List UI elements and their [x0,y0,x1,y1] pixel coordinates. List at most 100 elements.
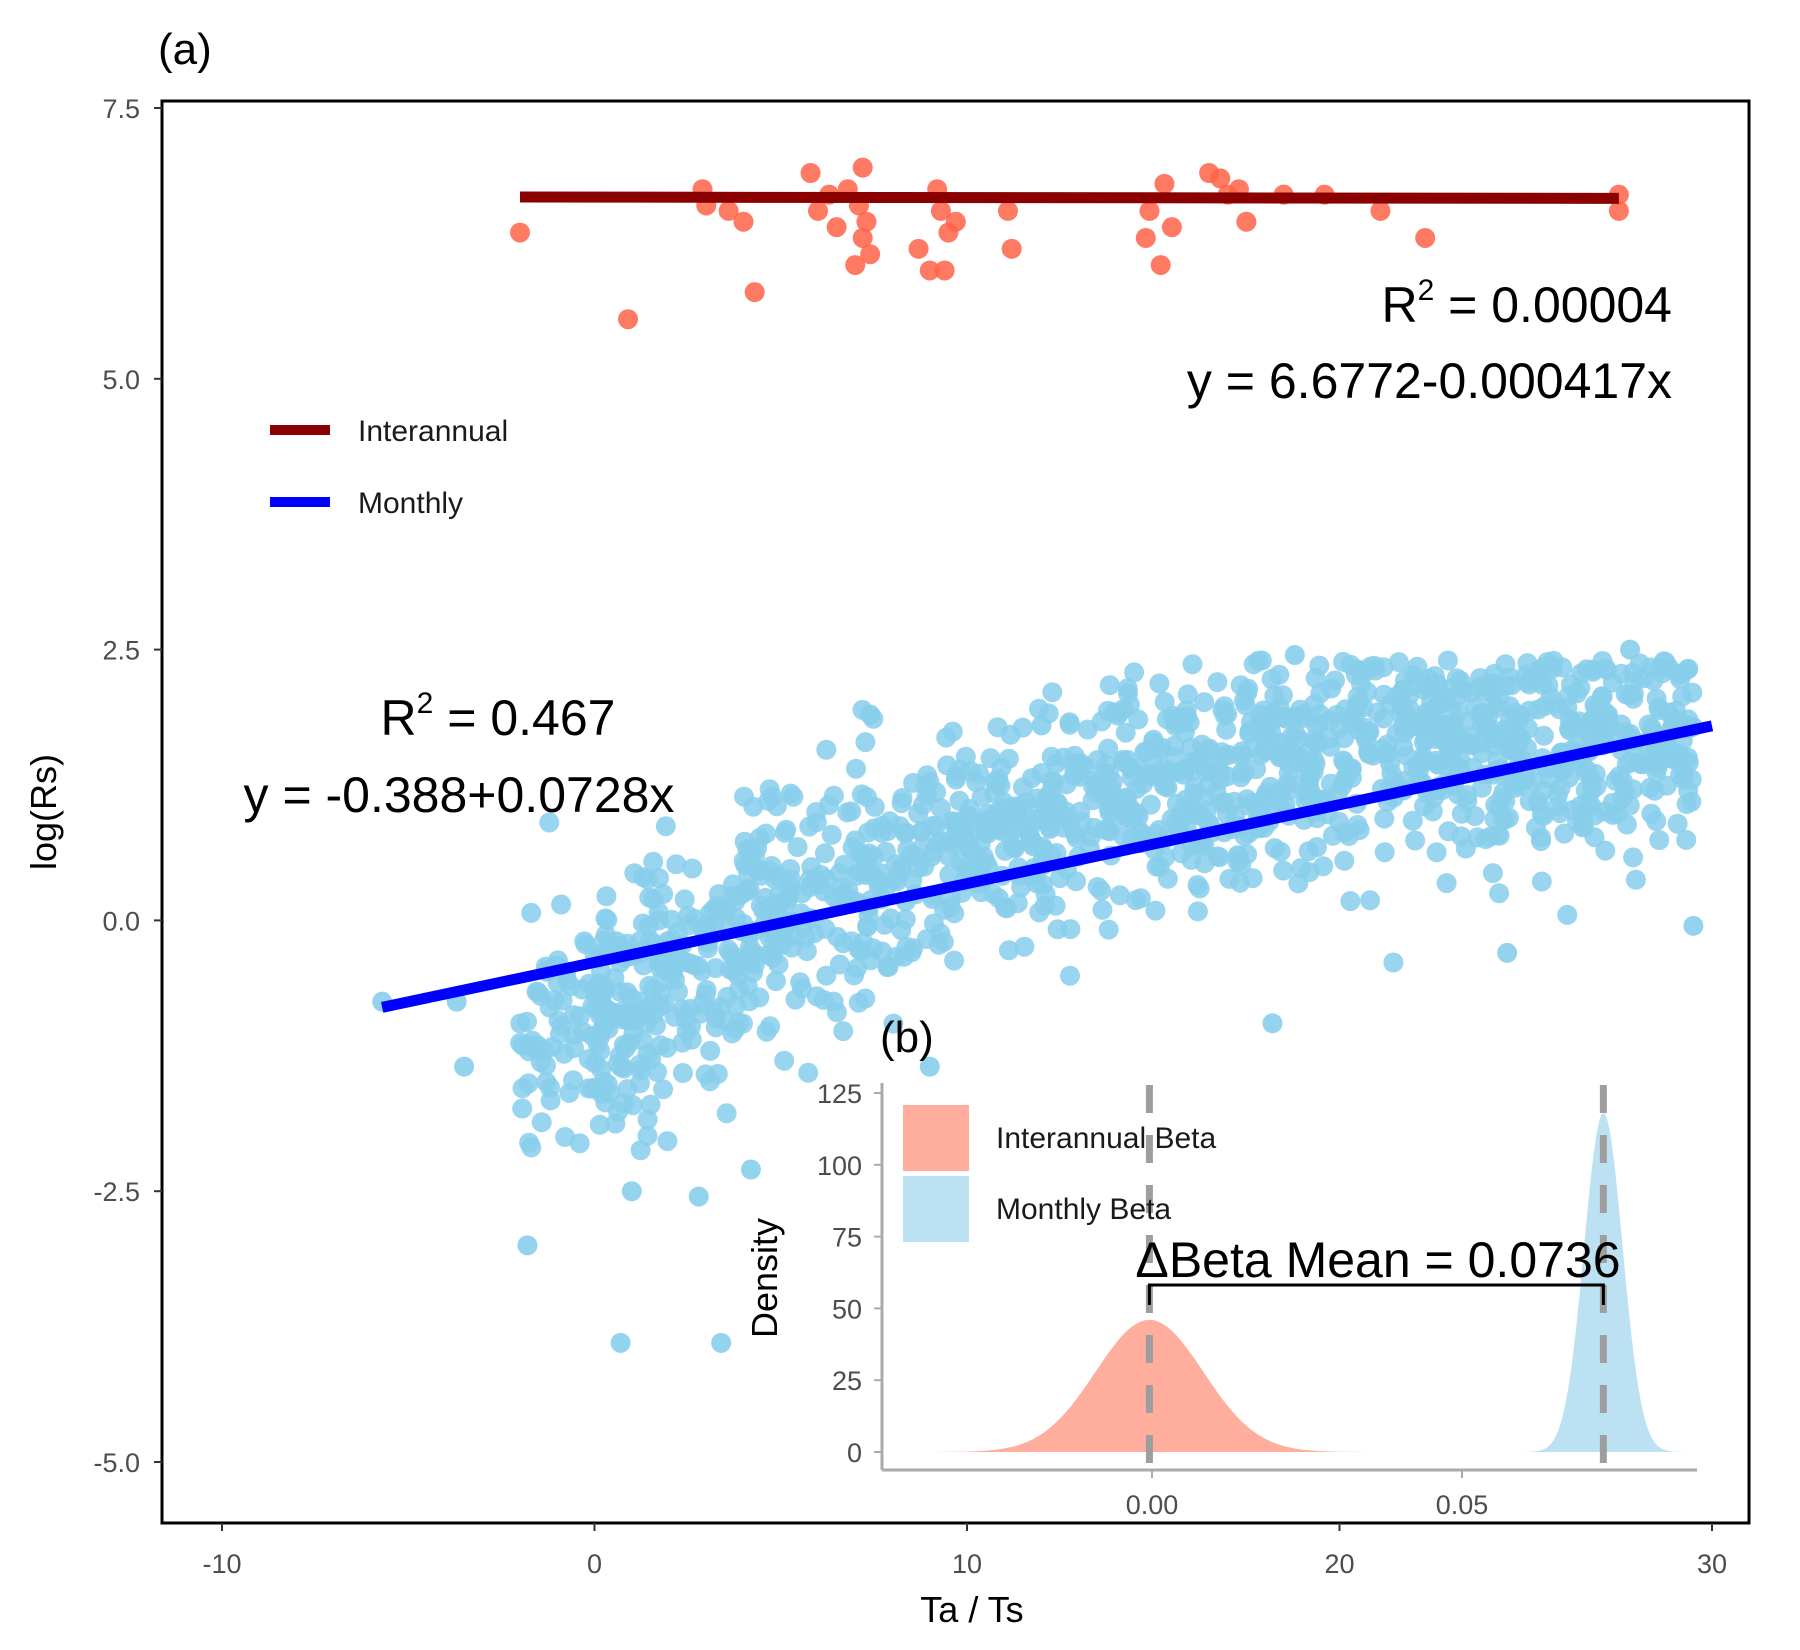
monthly-point [1671,663,1692,684]
monthly-point [723,874,743,895]
monthly-point [1242,868,1263,889]
monthly-point [841,931,862,952]
monthly-point [512,1098,533,1119]
monthly-point [1251,650,1272,671]
monthly-point [643,851,664,872]
monthly-point [1166,793,1187,814]
monthly-point [1011,877,1032,898]
monthly-point [1538,675,1559,696]
monthly-point [1042,682,1063,703]
interannual-equation: y = 6.6772-0.000417x [1187,353,1672,409]
monthly-point [975,822,996,843]
monthly-point [1531,871,1552,892]
monthly-point [1416,702,1437,723]
monthly-point [1502,772,1523,793]
monthly-point [1595,840,1616,861]
x-tick-label: 10 [952,1549,982,1579]
monthly-point [960,761,981,782]
monthly-point [1007,893,1028,914]
monthly-point [1117,749,1138,770]
monthly-point [1392,695,1413,716]
monthly-point [883,1013,904,1034]
monthly-point [848,992,869,1013]
monthly-point [1277,745,1297,766]
monthly-point [930,798,951,819]
y-tick-label: 2.5 [102,636,140,666]
monthly-point [986,773,1007,794]
inset-y-tick-label: 25 [832,1366,862,1396]
monthly-point [597,909,618,930]
monthly-point [1436,687,1457,708]
interannual-point [800,162,821,183]
monthly-point [1667,813,1688,834]
monthly-point [1017,820,1038,841]
monthly-point [1309,713,1329,734]
monthly-point [1207,672,1228,693]
monthly-point [811,865,831,885]
monthly-point [1436,873,1457,894]
interannual-point [744,282,765,303]
monthly-point [605,1113,626,1134]
monthly-point [630,1060,651,1081]
inset-legend-swatch-interannual [903,1105,969,1171]
monthly-point [650,957,671,978]
monthly-point [1253,725,1274,746]
monthly-point [1499,696,1520,717]
monthly-point [864,796,885,817]
monthly-point [610,1332,631,1353]
monthly-point [762,942,783,963]
monthly-point [589,1114,610,1135]
monthly-density-area [1507,1113,1700,1452]
monthly-point [1672,686,1693,707]
monthly-point [936,727,957,748]
monthly-point [552,990,573,1011]
monthly-point [578,1078,599,1099]
monthly-point [760,1016,781,1037]
monthly-point [1402,810,1423,831]
interannual-point [845,255,866,276]
monthly-point [1022,836,1043,857]
interannual-point [860,244,881,265]
interannual-point [1236,211,1257,232]
interannual-point [856,211,877,232]
monthly-point [1493,808,1514,829]
monthly-point [740,946,760,967]
monthly-point [912,795,933,815]
monthly-point [1298,841,1319,862]
monthly-point [1360,890,1381,911]
monthly-point [517,1011,537,1032]
monthly-r2-label: R [381,690,417,746]
y-tick-label: -5.0 [93,1448,140,1478]
monthly-point [1501,675,1522,696]
monthly-point [1533,725,1554,746]
monthly-point [664,1006,685,1027]
monthly-point [1140,794,1161,815]
monthly-point [569,1133,590,1154]
monthly-point [915,775,936,796]
interannual-point [1150,255,1171,276]
inset-density-plot: (b) 0.00 0.05 125 100 75 50 25 0 Density Inter… [744,1013,1700,1520]
monthly-point [1404,675,1425,696]
monthly-point [518,1073,539,1094]
monthly-fit-line [381,720,1714,1013]
monthly-point [925,816,946,837]
monthly-point [1422,801,1443,822]
monthly-point [765,971,786,992]
interannual-point [930,200,951,221]
monthly-point [1340,891,1361,912]
monthly-point [621,1181,642,1202]
interannual-r2-label: R [1381,277,1417,333]
monthly-point [980,748,1001,769]
monthly-point [1334,728,1355,749]
y-tick-label: 5.0 [102,365,140,395]
x-axis-ticks: -10 0 10 20 30 [202,1523,1727,1579]
monthly-point [787,837,808,857]
monthly-point [1557,904,1578,925]
monthly-point [1250,744,1271,765]
x-tick-label: 20 [1324,1549,1354,1579]
monthly-point [1230,675,1251,696]
monthly-point [1482,863,1503,884]
monthly-point [1099,802,1120,823]
x-tick-label: 0 [587,1549,602,1579]
monthly-point [1388,652,1409,673]
